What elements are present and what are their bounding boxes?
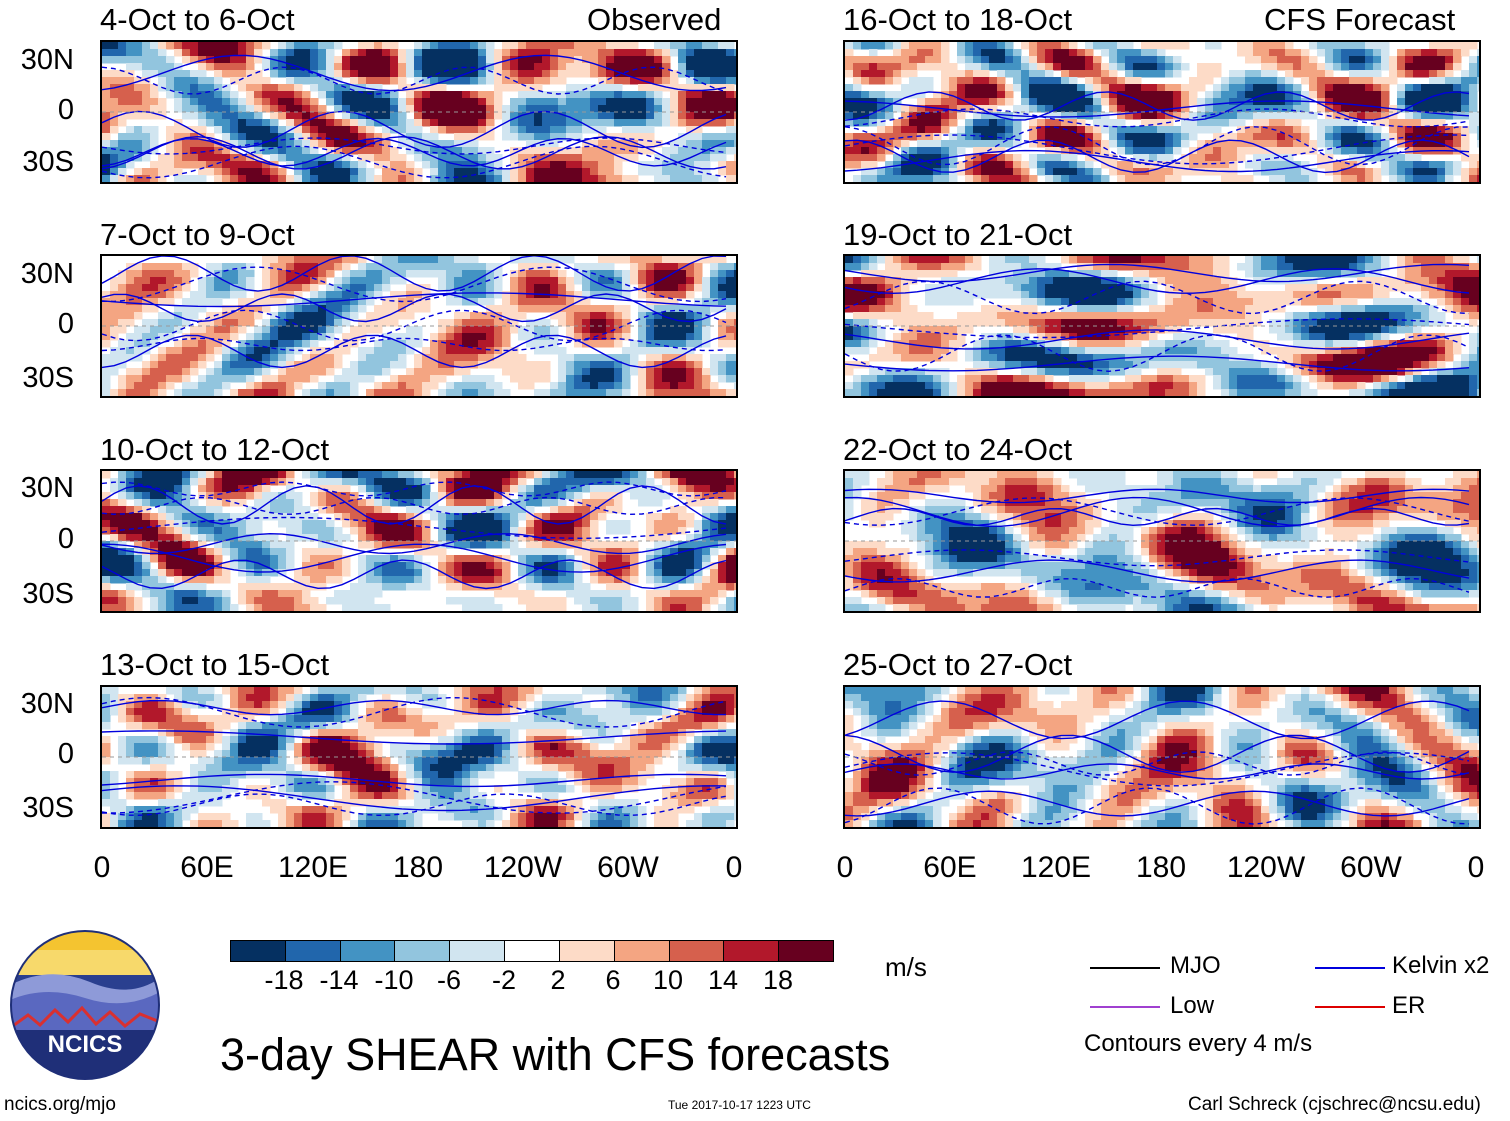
- footer-credit: Carl Schreck (cjschrec@ncsu.edu): [1188, 1094, 1481, 1115]
- colorbar-tick: 2: [550, 965, 566, 995]
- colorbar: [230, 940, 834, 962]
- colorbar-swatch: [285, 941, 341, 961]
- map-field: [100, 469, 738, 613]
- lat-label: 30N: [20, 44, 74, 76]
- shear-field: [845, 256, 1479, 396]
- colorbar-swatch: [559, 941, 615, 961]
- colorbar-tick: 14: [707, 965, 739, 995]
- colorbar-swatch: [614, 941, 670, 961]
- colorbar-tick: -2: [491, 965, 517, 995]
- lat-label: 0: [57, 523, 74, 555]
- ncics-logo: NCICS: [10, 930, 160, 1080]
- colorbar-unit: m/s: [885, 952, 927, 982]
- colorbar-tick: 6: [605, 965, 621, 995]
- legend-label-mjo: MJO: [1170, 952, 1221, 979]
- figure-title: 3-day SHEAR with CFS forecasts: [220, 1029, 891, 1080]
- lat-label: 30N: [20, 258, 74, 290]
- map-field: [843, 469, 1481, 613]
- map-field: [100, 254, 738, 398]
- panel-title: 7-Oct to 9-Oct: [100, 217, 295, 252]
- panel-title: 13-Oct to 15-Oct: [100, 647, 330, 682]
- panel-title: 22-Oct to 24-Oct: [843, 432, 1073, 467]
- lon-label: 120W: [1226, 851, 1306, 884]
- colorbar-swatch: [340, 941, 396, 961]
- lon-label: 60E: [180, 851, 234, 884]
- legend-line-kelvin: [1315, 967, 1385, 969]
- lat-label: 30N: [20, 688, 74, 720]
- column-label-forecast: CFS Forecast: [1264, 2, 1456, 37]
- colorbar-swatch: [395, 941, 451, 961]
- lon-label: 180: [1135, 851, 1187, 884]
- lon-label: 60W: [1340, 851, 1402, 884]
- lat-label: 0: [57, 308, 74, 340]
- colorbar-swatch: [779, 941, 833, 961]
- colorbar-tick: 18: [762, 965, 794, 995]
- map-field: [100, 685, 738, 829]
- map-field: [843, 254, 1481, 398]
- panel-title: 4-Oct to 6-Oct: [100, 2, 295, 37]
- shear-field: [102, 42, 736, 182]
- logo-icon: NCICS: [10, 930, 160, 1080]
- panel-title: 19-Oct to 21-Oct: [843, 217, 1073, 252]
- colorbar-tick: -10: [374, 965, 414, 995]
- lon-label: 60W: [597, 851, 659, 884]
- lon-label: 120E: [277, 851, 349, 884]
- footer-timestamp: Tue 2017-10-17 1223 UTC: [668, 1098, 811, 1112]
- colorbar-tick: 10: [652, 965, 684, 995]
- colorbar-swatch: [505, 941, 560, 961]
- legend-label-er: ER: [1392, 992, 1426, 1019]
- lon-label: 120W: [483, 851, 563, 884]
- colorbar-tick: -6: [436, 965, 462, 995]
- colorbar-swatch: [669, 941, 725, 961]
- shear-field: [102, 256, 736, 396]
- column-label-observed: Observed: [587, 2, 722, 37]
- logo-text: NCICS: [48, 1031, 123, 1058]
- shear-field: [845, 471, 1479, 611]
- shear-field: [102, 471, 736, 611]
- lon-label: 0: [725, 851, 743, 884]
- panel-title: 10-Oct to 12-Oct: [100, 432, 330, 467]
- map-field: [843, 40, 1481, 184]
- lat-label: 30S: [22, 362, 74, 394]
- lon-label: 0: [93, 851, 111, 884]
- lon-label: 0: [836, 851, 854, 884]
- lon-label: 0: [1467, 851, 1485, 884]
- lat-label: 0: [57, 738, 74, 770]
- colorbar-swatch: [231, 941, 286, 961]
- shear-field: [845, 42, 1479, 182]
- lat-label: 30S: [22, 792, 74, 824]
- lat-label: 30S: [22, 578, 74, 610]
- shear-field: [102, 687, 736, 827]
- colorbar-swatch: [450, 941, 506, 961]
- panel-title: 16-Oct to 18-Oct: [843, 2, 1073, 37]
- legend-line-er: [1315, 1006, 1385, 1008]
- lat-label: 30S: [22, 146, 74, 178]
- map-field: [843, 685, 1481, 829]
- legend-line-low: [1090, 1006, 1160, 1008]
- legend-contour-note: Contours every 4 m/s: [1084, 1030, 1313, 1057]
- lon-label: 120E: [1020, 851, 1092, 884]
- colorbar-swatch: [724, 941, 780, 961]
- colorbar-tick: -18: [264, 965, 304, 995]
- panel-title: 25-Oct to 27-Oct: [843, 647, 1073, 682]
- legend-line-mjo: [1090, 967, 1160, 969]
- lon-label: 60E: [923, 851, 977, 884]
- legend-label-low: Low: [1170, 992, 1215, 1019]
- lat-label: 30N: [20, 472, 74, 504]
- footer-url[interactable]: ncics.org/mjo: [4, 1094, 116, 1115]
- legend-label-kelvin: Kelvin x2: [1392, 952, 1490, 979]
- lon-label: 180: [392, 851, 444, 884]
- shear-field: [845, 687, 1479, 827]
- lat-label: 0: [57, 94, 74, 126]
- colorbar-tick: -14: [319, 965, 359, 995]
- map-field: [100, 40, 738, 184]
